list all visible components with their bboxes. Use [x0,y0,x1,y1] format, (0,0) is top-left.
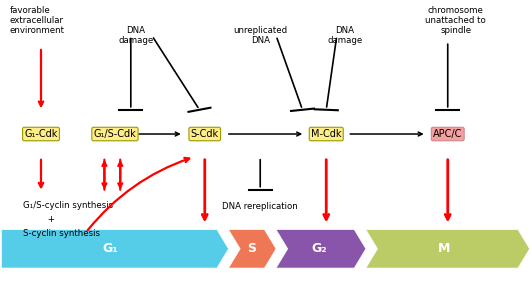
Text: DNA
damage: DNA damage [327,26,362,45]
Text: DNA rereplication: DNA rereplication [222,202,298,211]
Text: S: S [247,242,256,255]
Text: M-Cdk: M-Cdk [311,129,341,139]
Text: unreplicated
DNA: unreplicated DNA [233,26,287,45]
Text: G₂: G₂ [311,242,327,255]
Text: chromosome
unattached to
spindle: chromosome unattached to spindle [425,6,486,35]
Polygon shape [366,230,529,268]
Text: S-Cdk: S-Cdk [191,129,219,139]
Text: G₁/S-Cdk: G₁/S-Cdk [93,129,136,139]
Text: G₁/S-cyclin synthesis: G₁/S-cyclin synthesis [22,201,113,210]
Polygon shape [276,230,366,268]
Text: +: + [22,215,55,224]
Text: S-cyclin synthesis: S-cyclin synthesis [22,229,99,238]
Text: favorable
extracellular
environment: favorable extracellular environment [10,6,64,35]
Polygon shape [2,230,228,268]
Polygon shape [228,230,276,268]
Text: G₁-Cdk: G₁-Cdk [24,129,58,139]
Text: M: M [438,242,451,255]
Text: APC/C: APC/C [433,129,463,139]
Text: G₁: G₁ [102,242,118,255]
Text: DNA
damage: DNA damage [118,26,153,45]
